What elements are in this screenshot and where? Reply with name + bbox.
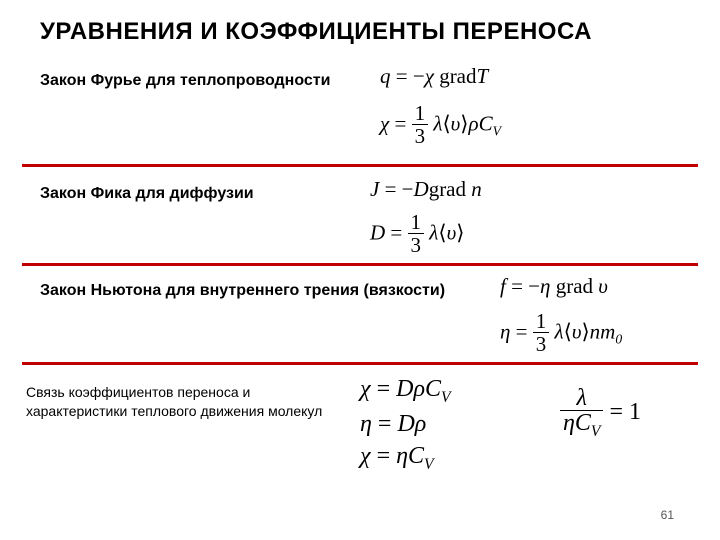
fick-eq2: D = 13 λ⟨υ⟩ [370,213,464,256]
fourier-label: Закон Фурье для теплопроводности [40,72,330,90]
section-relations: Связь коэффициентов переноса и характери… [0,365,720,515]
page-number: 61 [661,508,674,522]
section-fick: Закон Фика для диффузии J = −Dgrad n D =… [0,167,720,263]
page-title: УРАВНЕНИЯ И КОЭФФИЦИЕНТЫ ПЕРЕНОСА [0,0,720,46]
relations-eq4: λ ηCV = 1 [560,387,641,440]
fick-eq1: J = −Dgrad n [370,177,482,202]
newton-eq2: η = 13 λ⟨υ⟩nm0 [500,312,622,355]
newton-label: Закон Ньютона для внутреннего трения (вя… [40,282,445,300]
newton-eq1: f = −η grad υ [500,274,608,299]
fourier-eq2: χ = 13 λ⟨υ⟩ρCV [380,104,501,147]
fick-label: Закон Фика для диффузии [40,185,254,203]
section-fourier: Закон Фурье для теплопроводности q = −χ … [0,58,720,164]
fourier-eq1: q = −χ gradT [380,64,488,89]
relations-eq-stack: χ = DρCV η = Dρ χ = ηCV [360,373,451,475]
relations-label: Связь коэффициентов переноса и характери… [26,383,326,421]
section-newton: Закон Ньютона для внутреннего трения (вя… [0,266,720,362]
